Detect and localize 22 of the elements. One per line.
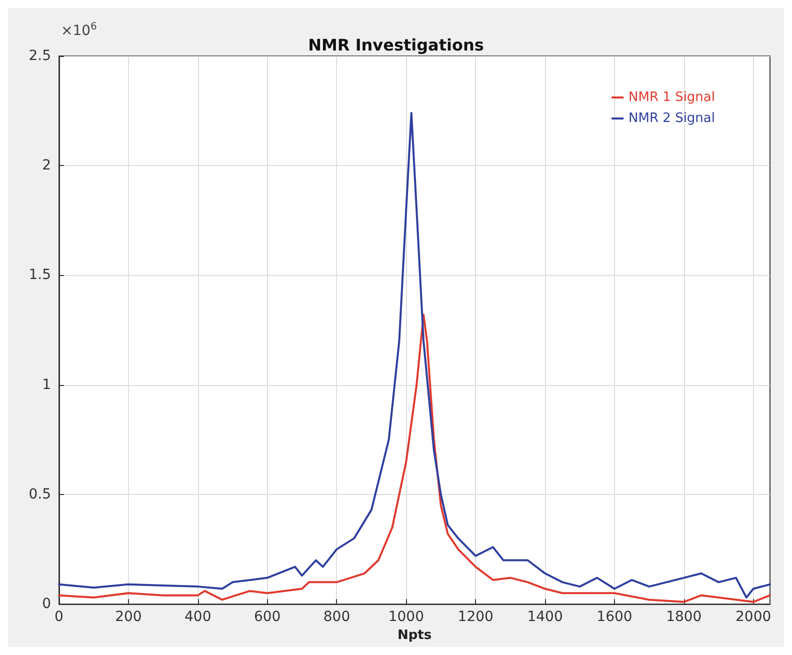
chart-title: NMR Investigations	[308, 36, 484, 54]
x-tick-label: 1600	[596, 609, 632, 626]
y-tick-label: 0	[42, 596, 51, 612]
y-tick-label: 1	[42, 376, 51, 393]
x-tick-label: 2000	[736, 609, 772, 626]
x-tick-label: 1200	[458, 609, 494, 626]
y-tick-label: 0.5	[28, 486, 51, 502]
x-tick-label: 200	[115, 609, 142, 626]
x-tick-label: 600	[254, 609, 281, 626]
x-tick-label: 1400	[527, 609, 563, 626]
y-tick-label: 1.5	[28, 267, 51, 284]
y-tick-label: 2	[42, 158, 51, 174]
x-tick-label: 1800	[666, 609, 702, 626]
x-tick-label: 0	[54, 609, 64, 626]
x-tick-label: 800	[323, 609, 350, 626]
legend-label: NMR 1 Signal	[628, 90, 716, 105]
legend-label: NMR 2 Signal	[628, 111, 716, 126]
x-tick-label: 1000	[388, 609, 424, 626]
line-series	[58, 112, 771, 599]
x-tick-label: 400	[184, 609, 212, 626]
y-tick-label: 2.5	[28, 48, 51, 64]
x-axis-title: Npts	[397, 628, 432, 643]
